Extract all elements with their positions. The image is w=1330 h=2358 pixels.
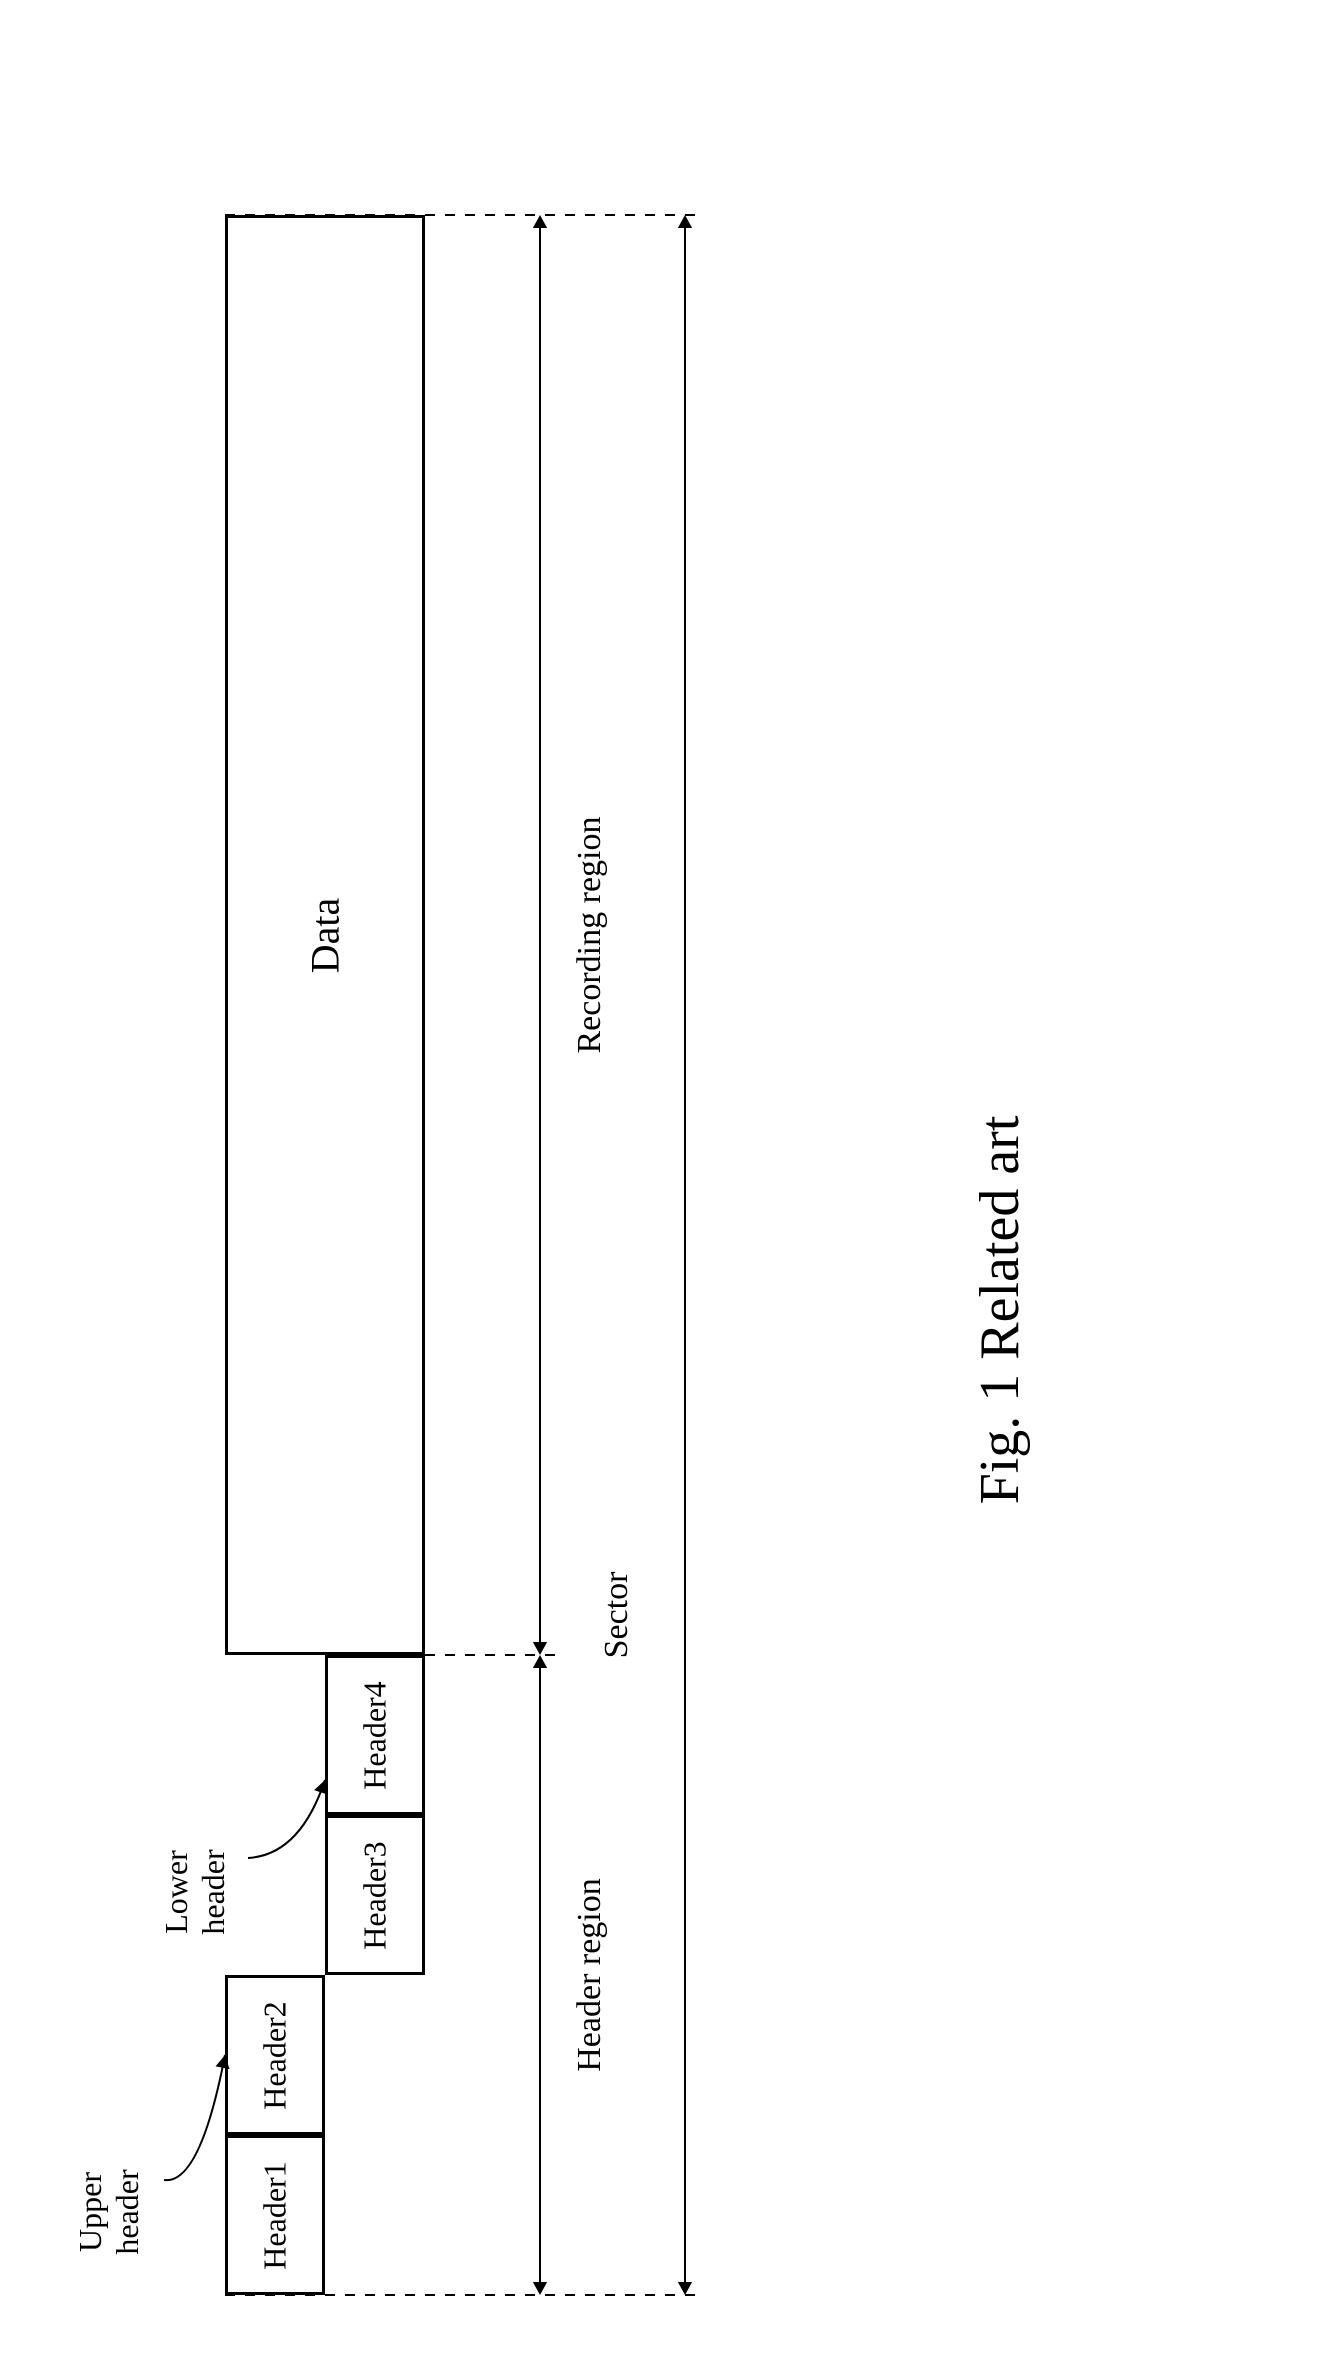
block-data: Data [225, 215, 425, 1655]
annotation-upper-header: Upper header [72, 2169, 146, 2254]
block-header4-label: Header4 [357, 1681, 394, 1789]
annotation-upper-header-line2: header [109, 2169, 145, 2254]
diagram-overlay [0, 0, 1330, 2358]
annotation-lower-header-line2: header [195, 1849, 231, 1934]
block-header1-label: Header1 [257, 2161, 294, 2269]
dim-label-header-region: Header region [571, 1878, 609, 2072]
block-header2-label: Header2 [257, 2001, 294, 2109]
annotation-lower-header-line1: Lower [158, 1850, 194, 1934]
block-data-label: Data [301, 897, 348, 973]
annotation-lower-header: Lower header [158, 1849, 232, 1934]
block-header3-label: Header3 [357, 1841, 394, 1949]
dim-label-sector: Sector [598, 1572, 636, 1659]
dim-label-recording-region: Recording region [571, 817, 609, 1054]
diagram-canvas: Header1 Header2 Header3 Header4 Data Hea… [0, 0, 1330, 2358]
block-header1: Header1 [225, 2135, 325, 2295]
block-header4: Header4 [325, 1655, 425, 1815]
figure-caption: Fig. 1 Related art [968, 1116, 1032, 1505]
annotation-upper-header-line1: Upper [72, 2172, 108, 2252]
block-header2: Header2 [225, 1975, 325, 2135]
block-header3: Header3 [325, 1815, 425, 1975]
